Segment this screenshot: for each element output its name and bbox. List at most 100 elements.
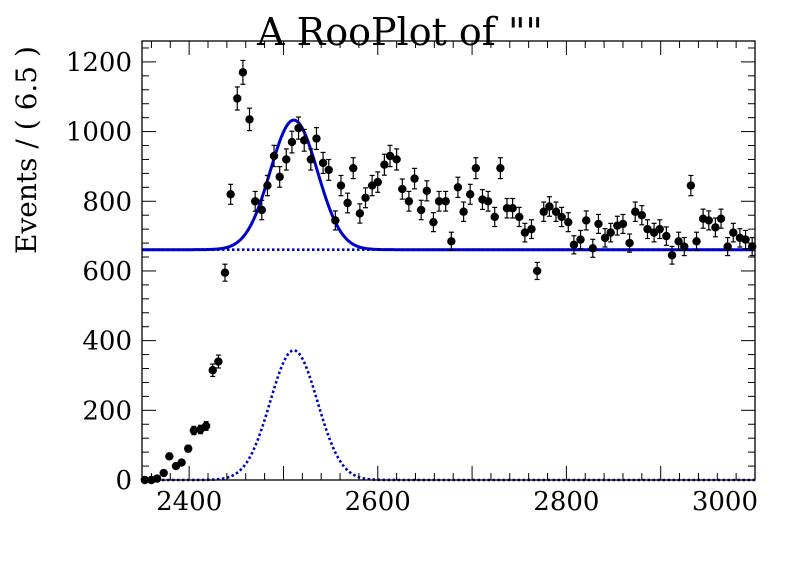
- tick-labels: 2400 2600 2800 3000 0 200 400 600 800 1000 1200: [66, 48, 758, 517]
- data-point: [532, 261, 542, 281]
- data-point: [238, 59, 248, 85]
- data-marker: [674, 237, 683, 246]
- data-marker: [723, 242, 732, 251]
- data-marker: [318, 158, 328, 168]
- data-point: [189, 425, 199, 436]
- data-marker: [686, 181, 696, 190]
- data-point: [465, 183, 475, 205]
- x-tick-label: 2600: [345, 487, 411, 517]
- data-point: [447, 231, 456, 252]
- data-marker: [557, 212, 566, 222]
- data-marker: [447, 237, 456, 246]
- data-point: [655, 219, 664, 240]
- data-marker: [410, 174, 419, 183]
- data-point: [692, 231, 701, 252]
- data-point: [410, 167, 419, 190]
- data-marker: [184, 444, 193, 453]
- data-marker: [490, 212, 499, 222]
- data-marker: [515, 212, 524, 222]
- data-point: [643, 219, 652, 240]
- data-marker: [201, 421, 211, 431]
- data-marker: [422, 186, 432, 196]
- x-tick-label: 2800: [533, 487, 599, 517]
- y-tick-label: 0: [115, 466, 132, 496]
- data-point: [625, 233, 634, 253]
- data-marker: [692, 237, 701, 246]
- data-marker: [343, 198, 352, 208]
- data-point: [539, 201, 548, 222]
- data-point: [250, 190, 260, 212]
- data-point: [741, 229, 750, 250]
- data-marker: [159, 468, 168, 478]
- data-point: [201, 421, 211, 431]
- data-point: [398, 178, 407, 200]
- data-marker: [655, 224, 664, 234]
- data-point: [349, 157, 358, 180]
- data-marker: [527, 224, 536, 234]
- data-point: [594, 213, 603, 234]
- data-marker: [398, 184, 407, 194]
- data-marker: [355, 209, 365, 218]
- data-point: [233, 86, 242, 111]
- data-point: [184, 444, 193, 453]
- data-marker: [245, 115, 254, 124]
- data-point: [159, 468, 168, 478]
- data-marker: [392, 155, 401, 164]
- data-marker: [453, 183, 463, 192]
- data-point: [471, 157, 481, 180]
- data-points: [140, 59, 757, 485]
- data-marker: [569, 240, 579, 250]
- data-marker: [220, 268, 230, 277]
- data-marker: [177, 458, 186, 467]
- data-point: [551, 201, 561, 222]
- data-marker: [300, 136, 309, 145]
- data-point: [453, 176, 463, 199]
- data-point: [637, 205, 647, 226]
- data-marker: [662, 231, 671, 241]
- data-marker: [532, 266, 542, 276]
- data-marker: [716, 214, 726, 223]
- data-point: [557, 206, 566, 228]
- data-marker: [551, 207, 561, 216]
- data-point: [545, 196, 554, 217]
- data-marker: [747, 242, 757, 251]
- data-marker: [275, 172, 284, 182]
- data-point: [674, 231, 683, 252]
- data-point: [226, 183, 235, 205]
- data-marker: [539, 207, 548, 216]
- y-tick-label: 800: [82, 187, 132, 217]
- data-marker: [233, 94, 242, 103]
- data-point: [496, 157, 505, 180]
- data-marker: [459, 207, 468, 216]
- y-tick-label: 1200: [66, 48, 132, 78]
- data-marker: [189, 426, 199, 435]
- y-axis-label: Events / ( 6.5 ): [10, 46, 43, 254]
- data-marker: [704, 216, 713, 225]
- data-point: [361, 187, 370, 209]
- data-point: [214, 354, 223, 369]
- data-point: [177, 458, 186, 467]
- data-marker: [441, 197, 450, 206]
- data-marker: [471, 163, 481, 173]
- data-point: [269, 144, 279, 168]
- data-marker: [331, 216, 340, 225]
- data-marker: [404, 197, 414, 206]
- data-marker: [606, 228, 615, 237]
- data-marker: [618, 219, 628, 229]
- data-marker: [324, 165, 333, 175]
- data-marker: [385, 151, 395, 161]
- data-point: [373, 171, 382, 193]
- data-point: [208, 363, 217, 378]
- data-point: [324, 158, 333, 181]
- y-tick-label: 1000: [66, 118, 132, 148]
- data-point: [527, 219, 536, 240]
- data-marker: [294, 123, 303, 133]
- data-marker: [588, 244, 597, 253]
- data-point: [331, 210, 340, 231]
- x-tick-label: 2400: [156, 487, 222, 517]
- data-marker: [416, 205, 426, 215]
- data-marker: [434, 197, 444, 206]
- data-marker: [600, 233, 610, 243]
- plot-frame: [141, 40, 756, 481]
